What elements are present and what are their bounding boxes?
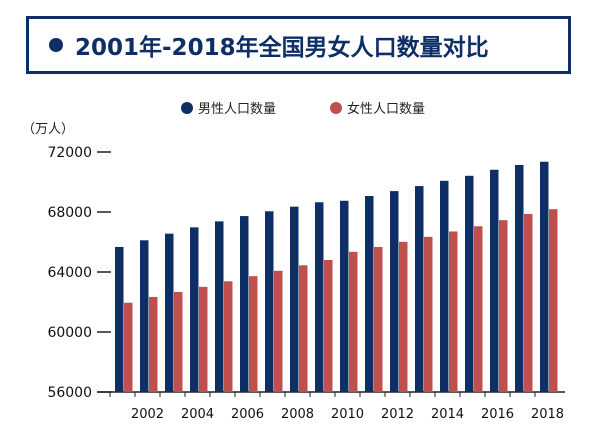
legend-female-label: 女性人口数量 [347,101,425,117]
female-bar-2016 [499,220,508,392]
x-tick-label-2014: 2014 [431,407,464,422]
x-tick-label-2002: 2002 [131,407,164,422]
y-tick-label: 56000 [47,385,92,401]
male-bar-2013 [415,186,424,392]
male-bar-2001 [115,246,124,392]
female-bar-2010 [349,251,358,392]
female-bar-2009 [324,259,333,392]
y-unit-label: （万人） [22,122,74,137]
male-bar-2016 [490,169,499,392]
y-tick-label: 60000 [47,325,92,341]
female-bar-2015 [474,226,483,392]
female-bar-2004 [199,286,208,392]
x-axis: 2002 2004 2006 2008 2010 2012 2014 2016 2018 [109,392,564,422]
y-tick-label: 68000 [47,205,92,221]
male-bar-2014 [440,180,449,392]
female-bar-2014 [449,231,458,392]
chart-title: 2001年-2018年全国男女人口数量对比 [75,35,489,61]
male-bar-2015 [465,175,474,392]
x-tick-label-2012: 2012 [381,407,414,422]
male-bar-2009 [315,202,324,392]
x-tick-label-2018: 2018 [531,407,564,422]
title-bullet-icon [49,38,63,52]
male-bar-2012 [390,191,399,392]
x-tick-label-2010: 2010 [331,407,364,422]
y-tick-label: 72000 [47,145,92,161]
male-bar-2005 [215,221,224,393]
legend-male-swatch [181,102,193,114]
legend-female-swatch [330,102,342,114]
male-bar-2007 [265,211,274,392]
male-bar-2011 [365,195,374,392]
female-bar-2011 [374,247,383,392]
legend-male-label: 男性人口数量 [198,102,276,117]
x-tick-label-2004: 2004 [181,407,214,422]
male-bar-2017 [515,164,524,392]
female-bar-2001 [124,302,133,392]
bars-group [115,161,558,393]
female-bar-2013 [424,236,433,392]
male-bar-2008 [290,206,299,392]
female-bar-2006 [249,276,258,392]
title-box: 2001年-2018年全国男女人口数量对比 [26,16,571,74]
male-bar-2004 [190,227,199,392]
female-bar-2012 [399,241,408,392]
x-tick-label-2006: 2006 [231,407,264,422]
male-bar-2006 [240,216,249,392]
x-tick-label-2016: 2016 [481,407,514,422]
y-tick-label: 64000 [47,265,92,281]
y-axis: 56000 60000 64000 68000 72000 [47,145,111,401]
male-bar-2010 [340,200,349,392]
female-bar-2007 [274,270,283,392]
female-bar-2008 [299,265,308,392]
male-bar-2003 [165,233,174,392]
male-bar-2018 [540,161,549,392]
female-bar-2017 [524,213,533,392]
female-bar-2018 [549,209,558,392]
x-tick-label-2008: 2008 [281,407,314,422]
female-bar-2003 [174,291,183,392]
female-bar-2005 [224,281,233,392]
male-bar-2002 [140,240,149,392]
female-bar-2002 [149,296,158,392]
